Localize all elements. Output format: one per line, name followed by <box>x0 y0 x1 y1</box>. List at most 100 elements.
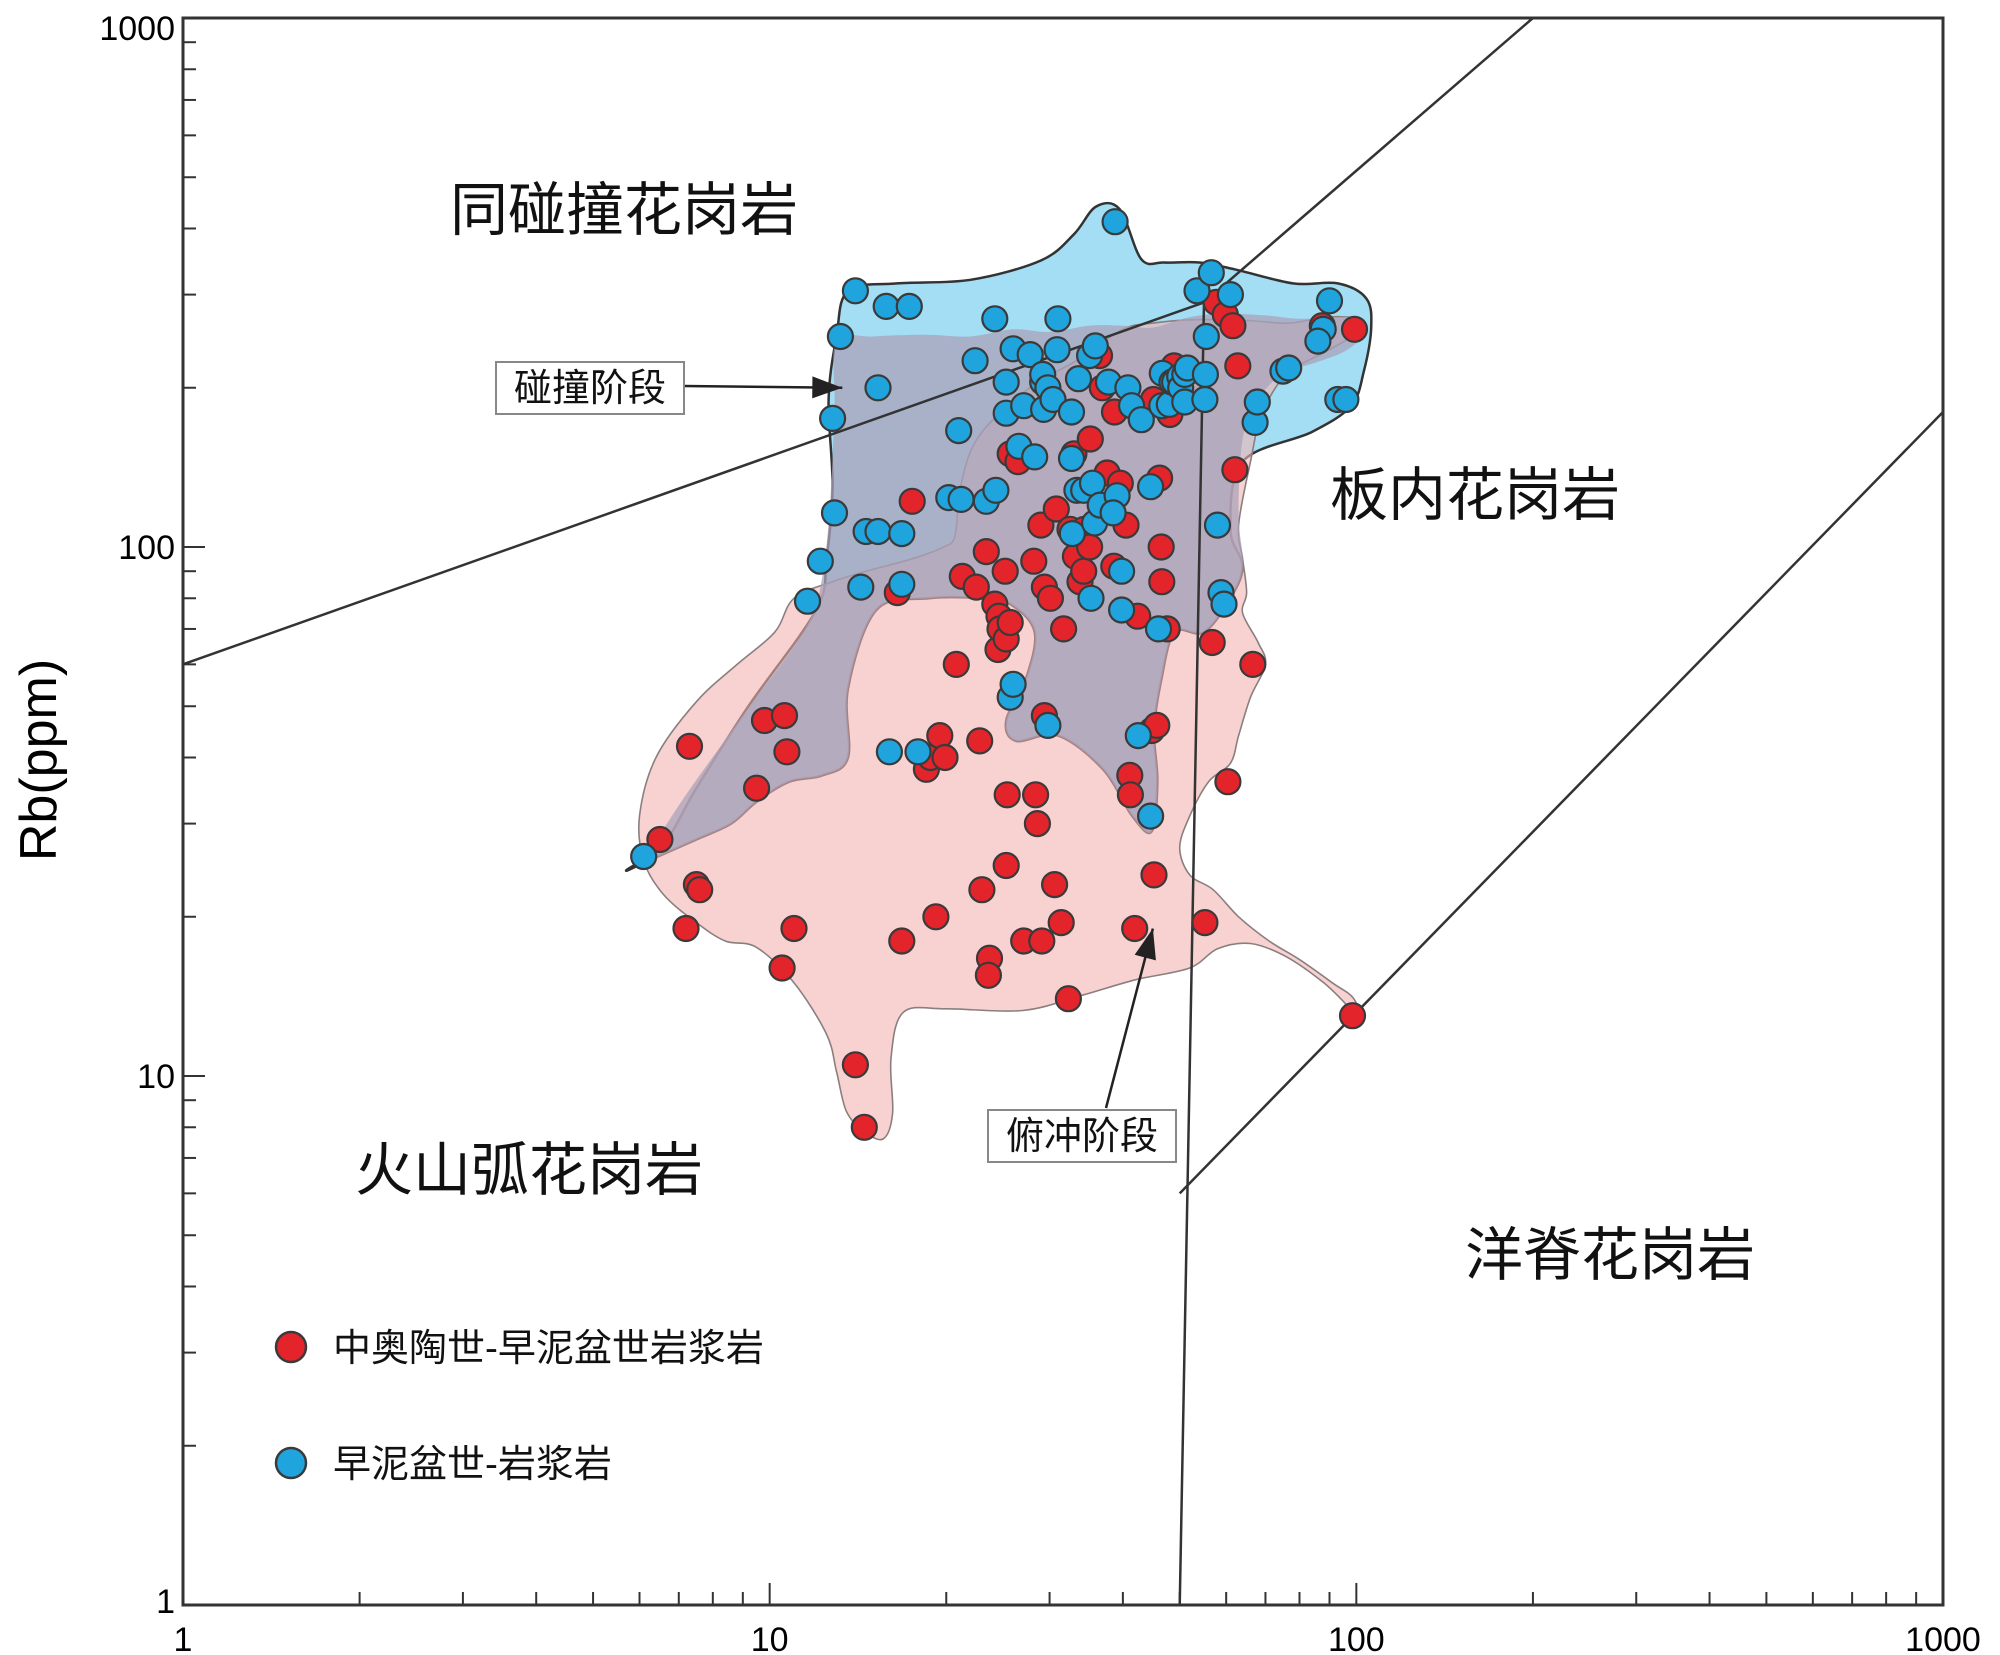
point-red-79 <box>1147 533 1175 561</box>
legend-marker-blue <box>274 1446 308 1480</box>
point-blue-13 <box>875 738 904 766</box>
point-red-95 <box>1340 315 1369 343</box>
point-red-75 <box>1140 861 1168 889</box>
point-blue-49 <box>1077 584 1105 612</box>
point-blue-17 <box>904 738 932 766</box>
point-red-71 <box>1116 781 1145 809</box>
point-blue-43 <box>1057 444 1086 473</box>
point-blue-82 <box>1203 511 1232 539</box>
point-blue-4 <box>818 404 847 432</box>
point-blue-20 <box>947 485 975 513</box>
point-blue-12 <box>872 292 900 320</box>
point-blue-15 <box>888 519 916 548</box>
arrow-subduction-stage-head <box>1134 928 1156 961</box>
point-blue-5 <box>820 499 849 527</box>
callout-box-subduction-stage <box>987 1109 1177 1163</box>
legend-marker-red <box>274 1330 308 1364</box>
point-blue-65 <box>1136 473 1165 501</box>
point-red-2 <box>675 732 704 760</box>
point-blue-58 <box>1107 557 1136 585</box>
point-blue-89 <box>1275 354 1303 382</box>
point-red-11 <box>780 914 808 943</box>
region-label-ocean-ridge: 洋脊花岗岩 <box>1465 1221 1755 1289</box>
point-blue-6 <box>826 322 855 351</box>
point-blue-80 <box>1192 322 1220 351</box>
point-blue-91 <box>1304 327 1332 355</box>
region-label-volcanic-arc: 火山弧花岗岩 <box>355 1136 703 1204</box>
point-blue-44 <box>1058 519 1086 548</box>
point-blue-64 <box>1136 802 1165 830</box>
point-red-6 <box>742 774 771 802</box>
point-blue-78 <box>1191 385 1219 414</box>
point-red-46 <box>1028 927 1056 955</box>
point-red-52 <box>1047 908 1075 937</box>
point-blue-46 <box>1064 365 1093 393</box>
region-label-syn-collision: 同碰撞花岗岩 <box>450 176 798 244</box>
point-blue-1 <box>630 842 658 871</box>
point-blue-57 <box>1099 499 1127 527</box>
point-blue-42 <box>1057 398 1086 426</box>
point-blue-55 <box>1101 208 1129 236</box>
point-red-42 <box>1020 547 1048 575</box>
point-red-21 <box>922 903 950 931</box>
point-blue-11 <box>864 374 892 402</box>
legend-label-blue: 早泥盆世-岩浆岩 <box>333 1442 612 1486</box>
point-red-62 <box>1076 425 1104 453</box>
x-tick-label-100: 100 <box>1328 1621 1385 1655</box>
point-red-85 <box>1191 908 1219 937</box>
point-red-16 <box>898 487 926 515</box>
field-overlap <box>639 313 1368 867</box>
data-points <box>630 208 1369 1141</box>
y-tick-label-100: 100 <box>118 529 175 567</box>
arrow-collision-stage-head <box>812 376 843 399</box>
point-red-51 <box>1042 495 1070 523</box>
arrow-subduction-stage-shaft <box>1104 928 1155 1109</box>
point-blue-9 <box>847 573 875 601</box>
point-blue-19 <box>945 417 973 445</box>
point-red-44 <box>1023 809 1052 838</box>
axis-ticks <box>183 41 1918 1605</box>
y-tick-label-10: 10 <box>137 1058 175 1096</box>
point-red-5 <box>686 876 714 904</box>
boundary-line-3 <box>1178 302 1206 1606</box>
point-blue-10 <box>864 517 892 546</box>
point-red-90 <box>1219 312 1247 340</box>
point-red-72 <box>1121 914 1149 943</box>
point-blue-39 <box>1039 385 1067 414</box>
point-red-19 <box>926 721 954 750</box>
point-red-91 <box>1221 456 1249 484</box>
point-red-96 <box>1338 1002 1367 1030</box>
point-red-12 <box>841 1051 870 1079</box>
x-tick-label-1: 1 <box>174 1621 193 1655</box>
point-red-53 <box>1049 615 1078 643</box>
point-blue-94 <box>1332 385 1360 414</box>
point-blue-29 <box>999 670 1027 698</box>
point-blue-84 <box>1210 590 1238 618</box>
point-red-92 <box>1224 352 1252 380</box>
point-red-36 <box>993 781 1021 809</box>
point-red-34 <box>991 557 1019 585</box>
x-tick-label-1000: 1000 <box>1905 1621 1981 1655</box>
point-blue-3 <box>806 547 834 575</box>
point-red-15 <box>888 927 916 955</box>
point-red-20 <box>931 743 959 772</box>
point-blue-77 <box>1183 277 1211 305</box>
point-red-80 <box>1148 568 1176 596</box>
legend-label-red: 中奥陶世-早泥盆世岩浆岩 <box>333 1326 764 1370</box>
point-blue-25 <box>992 368 1020 396</box>
point-blue-23 <box>982 476 1010 504</box>
point-blue-52 <box>1081 332 1109 360</box>
point-red-43 <box>1021 781 1050 809</box>
point-red-24 <box>962 573 990 601</box>
point-blue-16 <box>895 292 923 320</box>
point-blue-59 <box>1107 596 1136 624</box>
point-red-29 <box>972 537 1000 566</box>
point-red-8 <box>770 701 799 730</box>
point-blue-41 <box>1043 336 1071 364</box>
callout-box-collision-stage <box>495 361 685 415</box>
point-red-38 <box>996 608 1024 637</box>
callout-collision-stage: 碰撞阶段 <box>514 366 666 410</box>
plot-frame <box>181 16 1945 1607</box>
y-tick-label-1000: 1000 <box>99 10 175 48</box>
